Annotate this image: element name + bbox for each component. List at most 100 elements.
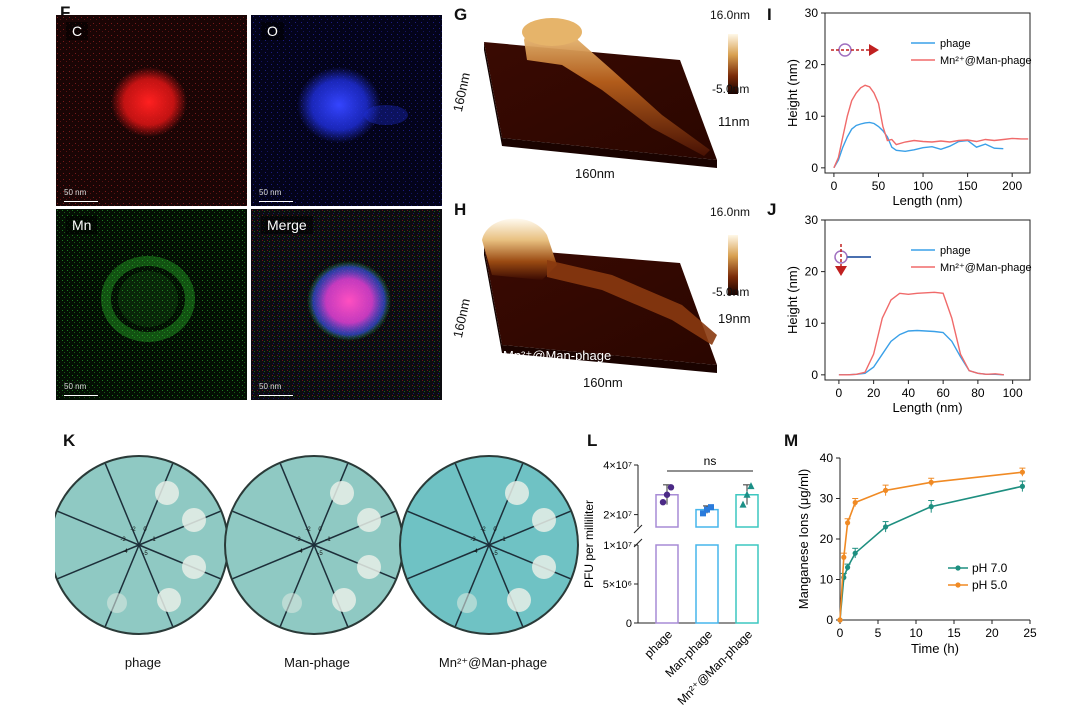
plaque-spot [157,588,181,612]
series-line [833,121,1004,169]
sector-label: -4 [122,549,128,555]
scale-bar [259,395,293,396]
x-tick-label: 25 [1023,626,1037,640]
legend-label: pH 7.0 [972,561,1008,575]
sector-line [138,544,174,627]
series-line [838,291,1004,376]
sector-label: -2 [480,527,486,533]
sector-line [138,544,221,580]
x-tick-label: 5 [875,626,882,640]
afm-x-size: 160nm [575,166,615,181]
plaque-spot [507,588,531,612]
plate-label: Mn²⁺@Man-phage [438,655,548,670]
bar-lower [695,544,719,624]
x-tick-label: 0 [836,386,843,400]
sector-label: -4 [472,549,478,555]
sector-label: -3 [295,537,301,543]
data-point [667,484,675,491]
plaque-spot [282,593,302,613]
y-tick-label: 5×10⁶ [603,579,632,591]
sector-label: 0 [493,527,497,533]
x-tick-label: 20 [985,626,999,640]
axis-break-mark [633,524,643,534]
afm-3d-phage [484,18,738,168]
plate-label: phage [124,655,162,670]
data-point [708,504,714,511]
data-point [928,504,934,510]
sector-line [279,463,315,546]
legend-label: pH 5.0 [972,578,1008,592]
legend-marker [955,565,961,571]
scale-bar-label: 50 nm [259,188,282,197]
plaque-spot [357,508,381,532]
eds-tile-manganese: Mn 50 nm [56,209,247,400]
x-tick-label: 80 [971,386,985,400]
y-tick-label: 40 [820,451,834,465]
sector-line [313,544,349,627]
y-tick-label: 30 [820,492,834,506]
y-tick-label: 10 [820,573,834,587]
x-tick-label: 0 [831,179,838,193]
y-axis-label: Height (nm) [785,59,800,127]
data-point [1019,469,1025,475]
series-line [839,471,1023,621]
plot-frame [824,12,1031,174]
x-tick-label: 100 [1003,386,1023,400]
y-tick-label: 30 [805,6,819,20]
sector-line [313,463,349,546]
eds-label: C [66,22,89,40]
sector-line [454,463,490,546]
afm-sample-label: Mn²⁺@Man-phage [503,348,612,363]
sector-line [488,544,524,627]
sector-label: -5 [492,551,498,557]
sector-line [104,544,140,627]
sector-label: -1 [500,537,506,543]
x-tick-label: Mn²⁺@Man-phage [675,627,756,708]
bar-lower [735,544,759,624]
pfu-bar-chart: 2×10⁷ 4×10⁷ 0 5×10⁶ 1×10⁷ PFU per milliliter p… [583,454,759,708]
y-tick-label: 2×10⁷ [603,510,632,522]
sector-line [57,544,140,580]
y-tick-label: 30 [805,213,819,227]
sector-line [57,510,140,546]
data-point [659,499,667,506]
sector-label: -3 [120,537,126,543]
panel-letter-m: M [784,431,799,450]
y-tick-label: 1×10⁷ [603,540,632,552]
scale-bar [64,201,98,202]
height-profile-chart-i: 0 10 20 30 0 50 100 150 200 Length (nm) Height (nm… [785,6,1032,208]
data-point [845,520,851,526]
data-point [739,500,747,508]
eds-label: Mn [66,216,98,234]
y-tick-label: 10 [805,109,819,123]
sector-line [407,510,490,546]
sector-line [313,510,396,546]
significance-label: ns [704,454,717,468]
data-point [747,482,755,490]
sector-line [407,544,490,580]
scale-bar-label: 50 nm [64,188,87,197]
eds-tile-carbon: C 50 nm [56,15,247,206]
plaque-spot [532,555,556,579]
x-tick-label: 20 [867,386,881,400]
plot-frame [824,219,1031,381]
scale-bar [259,201,293,202]
scale-bar [64,395,98,396]
plaque-spot [357,555,381,579]
eds-merge-map [251,209,442,400]
plaque-spot [505,481,529,505]
y-tick-label: 4×10⁷ [603,460,632,472]
afm-colorbar-max: 16.0nm [710,205,751,219]
legend-label: phage [940,245,971,257]
panel-letter-h: H [454,200,467,219]
sector-line [488,510,571,546]
data-point [883,524,889,530]
y-axis-label: Manganese Ions (μg/ml) [796,469,811,609]
plate-label: Man-phage [284,655,350,670]
y-axis-label: Height (nm) [785,266,800,334]
x-tick-label: 0 [837,626,844,640]
y-tick-label: 20 [805,58,819,72]
data-point [837,617,843,623]
x-tick-label: 40 [902,386,916,400]
data-point [704,506,710,513]
